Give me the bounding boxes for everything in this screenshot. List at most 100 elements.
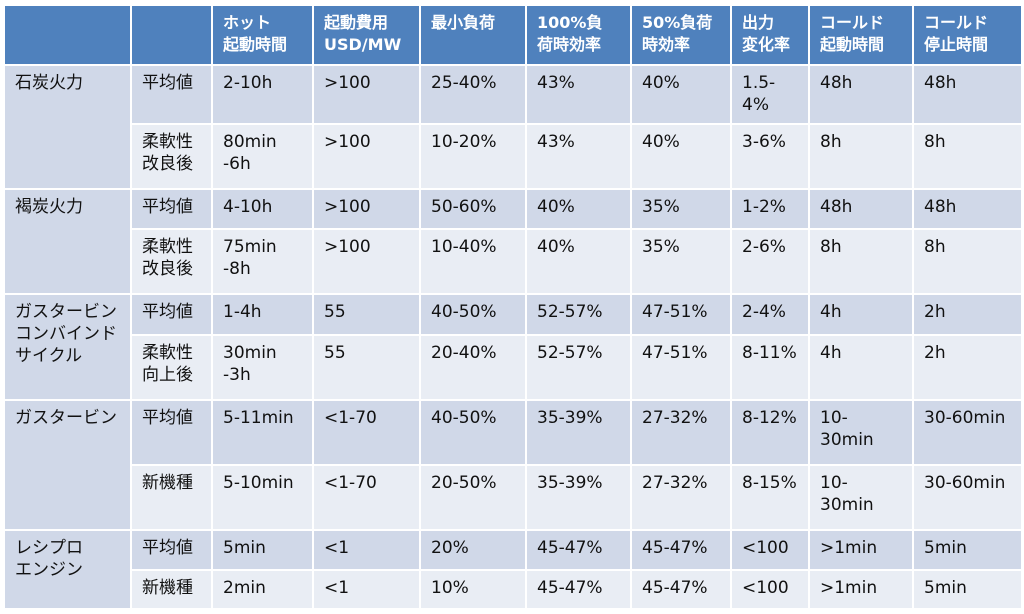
value-cell: 47-51% — [630, 333, 732, 401]
variant-cell: 平均値 — [130, 187, 213, 231]
plant-type-cell: 石炭火力 — [3, 64, 132, 190]
header-cell-ramp-rate: 出力 変化率 — [730, 4, 810, 66]
table-row: 新機種 2min <1 10% 45-47% 45-47% <100 >1min 5min — [4, 569, 1023, 610]
value-cell: 35-39% — [525, 463, 632, 531]
value-cell: 52-57% — [525, 293, 632, 336]
value-cell: 48h — [912, 64, 1023, 125]
value-cell: 2min — [211, 569, 314, 610]
value-cell: 8h — [808, 228, 914, 296]
value-cell: 3-6% — [730, 122, 810, 190]
value-cell: >100 — [312, 187, 421, 231]
table-row: 柔軟性 改良後 80min -6h >100 10-20% 43% 40% 3-6% 8h 8h — [4, 122, 1023, 190]
variant-cell: 平均値 — [130, 64, 213, 125]
table-body: 石炭火力 平均値 2-10h >100 25-40% 43% 40% 1.5- 4% 48h 48… — [3, 64, 1023, 611]
value-cell: 48h — [808, 64, 914, 125]
value-cell: 1-2% — [730, 187, 810, 231]
header-cell-cold-start-time: コールド 起動時間 — [808, 4, 914, 66]
value-cell: 30min -3h — [211, 333, 314, 401]
value-cell: 8-11% — [730, 333, 810, 401]
plant-type-cell: ガスタービン コンバインド サイクル — [3, 293, 132, 401]
value-cell: 2-6% — [730, 228, 810, 296]
value-cell: 10-20% — [419, 122, 527, 190]
value-cell: 8h — [808, 122, 914, 190]
value-cell: 2h — [912, 333, 1023, 401]
value-cell: 2-4% — [730, 293, 810, 336]
table-row: ガスタービン コンバインド サイクル 平均値 1-4h 55 40-50% 52-57% 4… — [3, 293, 1023, 401]
value-cell: 40% — [525, 187, 632, 231]
value-cell: <100 — [730, 569, 810, 610]
header-cell-cold-stop-time: コールド 停止時間 — [912, 4, 1023, 66]
value-cell: 45-47% — [630, 569, 732, 610]
value-cell: 52-57% — [525, 333, 632, 401]
value-cell: 8h — [912, 228, 1023, 296]
plant-type-cell: レシプロ エンジン — [3, 528, 132, 611]
value-cell: 8h — [912, 122, 1023, 190]
value-cell: >100 — [312, 122, 421, 190]
value-cell: 30-60min — [912, 398, 1023, 466]
value-cell: 45-47% — [630, 528, 732, 572]
value-cell: 4h — [808, 293, 914, 336]
value-cell: <1 — [312, 569, 421, 610]
value-cell: 43% — [525, 64, 632, 125]
value-cell: 10- 30min — [808, 463, 914, 531]
value-cell: 40-50% — [419, 293, 527, 336]
plant-type-cell: 褐炭火力 — [3, 187, 132, 296]
value-cell: >100 — [312, 64, 421, 125]
value-cell: 25-40% — [419, 64, 527, 125]
variant-cell: 平均値 — [130, 293, 213, 336]
value-cell: 1.5- 4% — [730, 64, 810, 125]
power-plant-flexibility-table: ホット 起動時間 起動費用 USD/MW 最小負荷 100%負 荷時効率 50%… — [3, 4, 1023, 611]
value-cell: 8-12% — [730, 398, 810, 466]
header-cell-min-load: 最小負荷 — [419, 4, 527, 66]
value-cell: 20-40% — [419, 333, 527, 401]
header-cell-start-cost: 起動費用 USD/MW — [312, 4, 421, 66]
value-cell: 35% — [630, 187, 732, 231]
table-row: ガスタービン 平均値 5-11min <1-70 40-50% 35-39% 27-32% 8… — [3, 398, 1023, 531]
table-row: 褐炭火力 平均値 4-10h >100 50-60% 40% 35% 1-2% 48h 48h — [3, 187, 1023, 296]
value-cell: 5min — [211, 528, 314, 572]
variant-cell: 柔軟性 向上後 — [130, 333, 213, 401]
variant-cell: 平均値 — [130, 398, 213, 466]
value-cell: 48h — [808, 187, 914, 231]
value-cell: 45-47% — [525, 569, 632, 610]
value-cell: 20-50% — [419, 463, 527, 531]
value-cell: 27-32% — [630, 463, 732, 531]
header-cell-efficiency-100: 100%負 荷時効率 — [525, 4, 632, 66]
header-cell-efficiency-50: 50%負荷 時効率 — [630, 4, 732, 66]
value-cell: 5min — [912, 569, 1023, 610]
value-cell: 10-40% — [419, 228, 527, 296]
value-cell: 2-10h — [211, 64, 314, 125]
value-cell: >1min — [808, 528, 914, 572]
value-cell: 4-10h — [211, 187, 314, 231]
value-cell: 5-10min — [211, 463, 314, 531]
table-row: 柔軟性 改良後 75min -8h >100 10-40% 40% 35% 2-6% 8h 8h — [4, 228, 1023, 296]
value-cell: <1-70 — [312, 463, 421, 531]
header-cell-hot-start-time: ホット 起動時間 — [211, 4, 314, 66]
value-cell: 2h — [912, 293, 1023, 336]
value-cell: 1-4h — [211, 293, 314, 336]
table-row: 石炭火力 平均値 2-10h >100 25-40% 43% 40% 1.5- 4% 48h 48… — [3, 64, 1023, 190]
variant-cell: 柔軟性 改良後 — [130, 228, 213, 296]
value-cell: <1 — [312, 528, 421, 572]
table-row: レシプロ エンジン 平均値 5min <1 20% 45-47% 45-47% <100 >1m… — [3, 528, 1023, 611]
value-cell: 80min -6h — [211, 122, 314, 190]
value-cell: 45-47% — [525, 528, 632, 572]
value-cell: 5-11min — [211, 398, 314, 466]
value-cell: 5min — [912, 528, 1023, 572]
value-cell: <100 — [730, 528, 810, 572]
value-cell: 50-60% — [419, 187, 527, 231]
value-cell: 20% — [419, 528, 527, 572]
table-row: 柔軟性 向上後 30min -3h 55 20-40% 52-57% 47-51% 8-11… — [4, 333, 1023, 401]
variant-cell: 新機種 — [130, 569, 213, 610]
value-cell: 35% — [630, 228, 732, 296]
value-cell: 43% — [525, 122, 632, 190]
value-cell: 55 — [312, 293, 421, 336]
plant-type-cell: ガスタービン — [3, 398, 132, 531]
value-cell: 47-51% — [630, 293, 732, 336]
value-cell: >1min — [808, 569, 914, 610]
variant-cell: 柔軟性 改良後 — [130, 122, 213, 190]
value-cell: 30-60min — [912, 463, 1023, 531]
variant-cell: 新機種 — [130, 463, 213, 531]
variant-cell: 平均値 — [130, 528, 213, 572]
value-cell: 40% — [630, 64, 732, 125]
